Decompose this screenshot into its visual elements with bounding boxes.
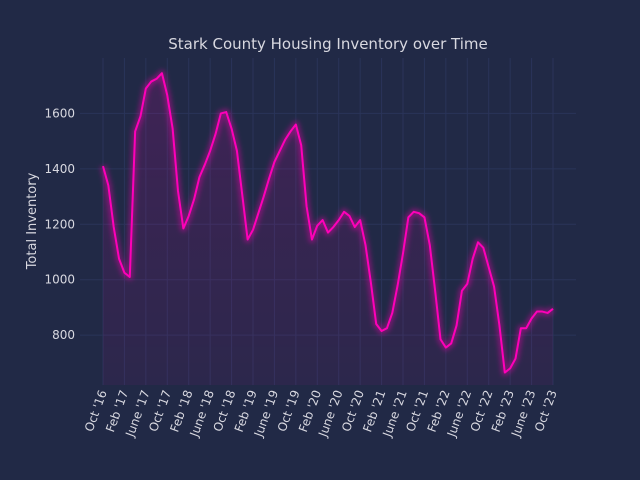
series-layer [99, 69, 556, 386]
y-tick-label: 1000 [44, 273, 75, 287]
y-tick-label: 800 [52, 328, 75, 342]
y-axis-ticks: 800 1000 1200 1400 1600 [44, 106, 75, 342]
y-tick-label: 1400 [44, 162, 75, 176]
series-line [102, 72, 554, 374]
y-axis-label: Total Inventory [25, 172, 40, 270]
series-area-fill [103, 73, 553, 386]
y-tick-label: 1600 [44, 106, 75, 120]
y-tick-label: 1200 [44, 217, 75, 231]
chart-title: Stark County Housing Inventory over Time [168, 35, 488, 53]
